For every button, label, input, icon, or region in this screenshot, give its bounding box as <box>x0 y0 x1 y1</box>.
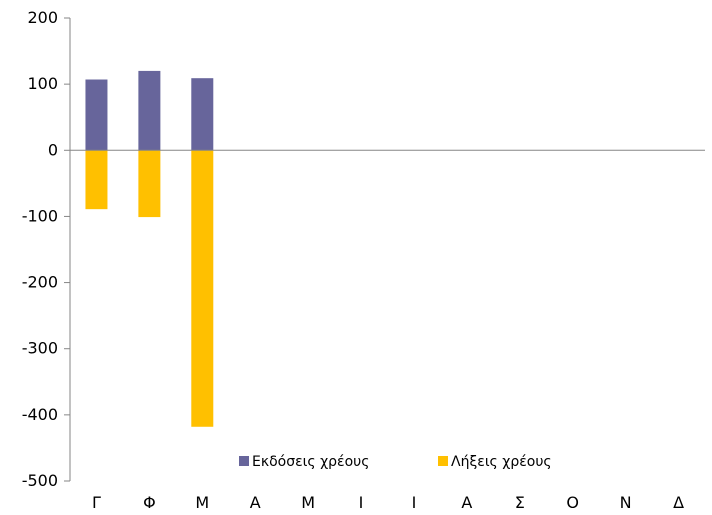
y-tick-label: 100 <box>27 74 58 93</box>
x-category-label: Δ <box>673 493 684 512</box>
bar-issuance-1 <box>138 70 161 151</box>
y-tick-label: -100 <box>22 206 58 225</box>
x-category-label: Α <box>250 493 261 512</box>
axes-layer <box>64 17 705 482</box>
y-tick-label: -300 <box>22 339 58 358</box>
bar-maturity-1 <box>138 150 161 218</box>
y-tick-label: 200 <box>27 8 58 27</box>
legend-item: Εκδόσεις χρέους <box>239 454 370 470</box>
x-category-label: Γ <box>92 493 101 512</box>
bar-issuance-0 <box>85 79 108 151</box>
y-tick-label: -400 <box>22 405 58 424</box>
x-category-label: Σ <box>515 493 525 512</box>
legend: Εκδόσεις χρέους Λήξεις χρέους <box>239 454 552 470</box>
x-category-label: Μ <box>195 493 209 512</box>
legend-item: Λήξεις χρέους <box>438 454 552 470</box>
y-tick-label: -500 <box>22 471 58 490</box>
x-category-label: Μ <box>301 493 315 512</box>
y-tick-labels: 200 100 0 -100 -200 -300 -400 -500 <box>22 8 58 490</box>
bars-layer <box>85 70 214 427</box>
y-tick-label: 0 <box>48 140 58 159</box>
bar-maturity-2 <box>191 150 214 427</box>
legend-label: Λήξεις χρέους <box>451 454 552 470</box>
bar-maturity-0 <box>85 150 108 210</box>
legend-swatch <box>239 456 249 466</box>
legend-label: Εκδόσεις χρέους <box>252 454 370 470</box>
legend-swatch <box>438 456 448 466</box>
y-tick-label: -200 <box>22 273 58 292</box>
x-category-label: Α <box>461 493 472 512</box>
x-category-label: Φ <box>143 493 156 512</box>
x-category-label: Ν <box>620 493 632 512</box>
bar-issuance-2 <box>191 78 214 151</box>
x-category-label: Ο <box>566 493 579 512</box>
x-category-label: Ι <box>412 493 417 512</box>
x-category-label: Ι <box>359 493 364 512</box>
